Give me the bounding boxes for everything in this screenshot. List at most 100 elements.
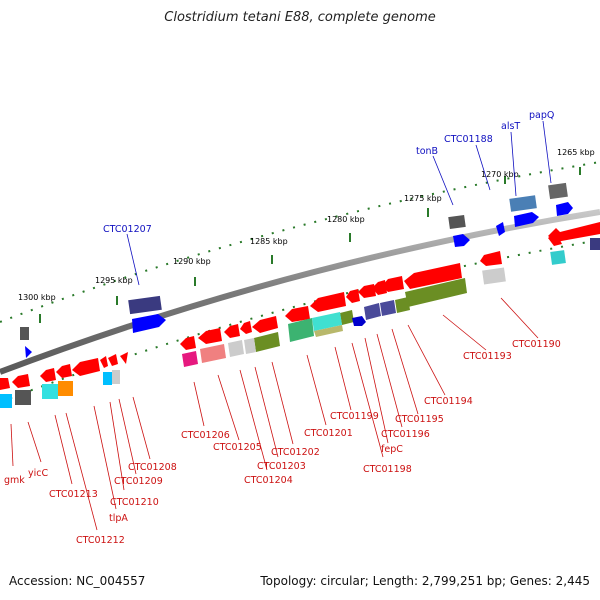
gene-label[interactable]: CTC01190: [512, 339, 561, 350]
gene-arrow[interactable]: [108, 354, 118, 366]
gene-arrow[interactable]: [40, 368, 56, 382]
gene-label[interactable]: alsT: [501, 121, 520, 132]
gene-label[interactable]: CTC01203: [257, 461, 306, 472]
gene-arrow[interactable]: [132, 314, 166, 333]
gene-block[interactable]: [312, 312, 342, 331]
gene-block[interactable]: [364, 303, 381, 320]
kbp-label: 1290 kbp: [173, 257, 211, 266]
gene-block[interactable]: [590, 238, 600, 250]
gene-block[interactable]: [380, 300, 396, 316]
gene-arrow[interactable]: [514, 212, 539, 227]
map-title: Clostridium tetani E88, complete genome: [164, 10, 436, 25]
gene-label[interactable]: CTC01212: [76, 535, 125, 546]
gene-block[interactable]: [340, 310, 354, 325]
kbp-scale: 1265 kbp 1270 kbp 1275 kbp 1280 kbp 1285…: [18, 148, 595, 323]
gene-label[interactable]: CTC01201: [304, 428, 353, 439]
gene-block[interactable]: [509, 195, 537, 212]
gene-label[interactable]: CTC01206: [181, 430, 230, 441]
gene-block[interactable]: [482, 267, 506, 285]
gene-block[interactable]: [200, 344, 226, 363]
gene-block[interactable]: [228, 340, 244, 357]
gene-label[interactable]: CTC01210: [110, 497, 159, 508]
gene-label[interactable]: tlpA: [109, 513, 128, 524]
gene-block[interactable]: [395, 297, 410, 313]
reverse-gene-labels: CTC01190 CTC01193 CTC01194 CTC01195 CTC0…: [4, 297, 561, 546]
kbp-label: 1275 kbp: [404, 194, 442, 203]
gene-block[interactable]: [42, 384, 58, 399]
gene-arrow[interactable]: [496, 222, 505, 236]
gene-arrow[interactable]: [382, 276, 404, 292]
gene-block[interactable]: [448, 214, 466, 230]
gene-arrow[interactable]: [372, 280, 387, 295]
kbp-label: 1285 kbp: [250, 237, 288, 246]
topology-text: Topology: circular; Length: 2,799,251 bp…: [260, 574, 590, 588]
gene-arrow[interactable]: [25, 346, 32, 358]
outer-track-ring: [0, 161, 600, 323]
gene-arrow[interactable]: [310, 292, 346, 312]
gene-arrow[interactable]: [556, 202, 573, 216]
gene-label[interactable]: CTC01196: [381, 429, 430, 440]
gene-block[interactable]: [550, 250, 566, 265]
forward-gene-labels: papQ alsT CTC01188 tonB CTC01207: [103, 110, 554, 286]
gene-arrow[interactable]: [0, 378, 10, 390]
gene-arrow[interactable]: [480, 251, 502, 266]
gene-arrow[interactable]: [72, 358, 100, 376]
kbp-label: 1265 kbp: [557, 148, 595, 157]
gene-label[interactable]: CTC01195: [395, 414, 444, 425]
gene-arrow[interactable]: [224, 324, 240, 338]
gene-block[interactable]: [58, 381, 73, 396]
gene-arrow[interactable]: [180, 336, 196, 350]
kbp-label: 1295 kbp: [95, 276, 133, 285]
gene-label[interactable]: yicC: [28, 468, 48, 479]
gene-arrow[interactable]: [12, 374, 30, 388]
gene-arrow[interactable]: [252, 316, 278, 333]
gene-arrow[interactable]: [453, 234, 470, 247]
gene-arrow[interactable]: [56, 364, 72, 378]
accession-text: Accession: NC_004557: [9, 574, 146, 588]
gene-arrow[interactable]: [100, 356, 108, 368]
gene-arrow[interactable]: [548, 232, 562, 246]
gene-label[interactable]: CTC01188: [444, 134, 493, 145]
gene-label[interactable]: tonB: [416, 146, 438, 157]
gene-block[interactable]: [244, 338, 256, 354]
genome-backbone: [0, 209, 600, 375]
gene-label[interactable]: fepC: [381, 444, 403, 455]
gene-arrow[interactable]: [548, 222, 600, 242]
gene-label[interactable]: CTC01208: [128, 462, 177, 473]
gene-arrow[interactable]: [346, 289, 360, 303]
gene-arrow[interactable]: [285, 306, 310, 322]
gene-block[interactable]: [254, 332, 280, 352]
gene-block[interactable]: [20, 327, 29, 340]
gene-label[interactable]: CTC01213: [49, 489, 98, 500]
gene-arrow[interactable]: [240, 321, 252, 334]
forward-features: [20, 182, 573, 358]
gene-block[interactable]: [15, 390, 31, 405]
gene-block[interactable]: [103, 372, 112, 385]
gene-block[interactable]: [548, 182, 568, 200]
reverse-features: [0, 222, 600, 408]
gene-block[interactable]: [0, 394, 12, 408]
gene-label[interactable]: CTC01205: [213, 442, 262, 453]
gene-label[interactable]: CTC01199: [330, 411, 379, 422]
gene-block[interactable]: [314, 325, 343, 337]
gene-label[interactable]: CTC01209: [114, 476, 163, 487]
gene-label[interactable]: CTC01194: [424, 396, 473, 407]
gene-arrow[interactable]: [352, 316, 366, 326]
gene-block[interactable]: [182, 351, 198, 367]
gene-label[interactable]: papQ: [529, 110, 554, 121]
gene-label[interactable]: CTC01193: [463, 351, 512, 362]
gene-label[interactable]: gmk: [4, 475, 25, 486]
gene-block[interactable]: [405, 278, 467, 307]
gene-block[interactable]: [112, 370, 120, 384]
gene-block[interactable]: [128, 295, 162, 315]
gene-label[interactable]: CTC01207: [103, 224, 152, 235]
gene-label[interactable]: CTC01204: [244, 475, 293, 486]
gene-arrow[interactable]: [358, 284, 376, 298]
gene-block[interactable]: [288, 318, 314, 342]
gene-arrow[interactable]: [120, 352, 128, 364]
gene-label[interactable]: CTC01202: [271, 447, 320, 458]
gene-arrow[interactable]: [404, 263, 462, 289]
gene-label[interactable]: CTC01198: [363, 464, 412, 475]
gene-arrow[interactable]: [198, 328, 222, 344]
